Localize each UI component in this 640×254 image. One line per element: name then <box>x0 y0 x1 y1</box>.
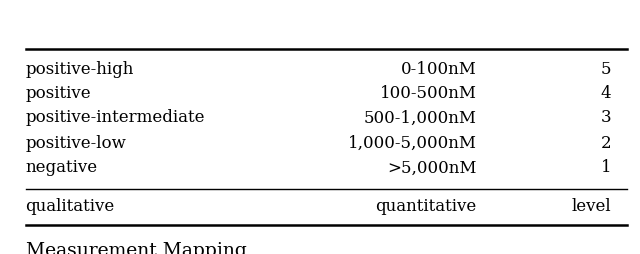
Text: 100-500nM: 100-500nM <box>380 85 477 102</box>
Text: negative: negative <box>26 159 98 176</box>
Text: 2: 2 <box>600 134 611 151</box>
Text: positive-high: positive-high <box>26 61 134 78</box>
Text: Measurement Mapping: Measurement Mapping <box>26 241 246 254</box>
Text: 5: 5 <box>601 61 611 78</box>
Text: 4: 4 <box>600 85 611 102</box>
Text: quantitative: quantitative <box>376 198 477 215</box>
Text: positive-low: positive-low <box>26 134 127 151</box>
Text: positive-intermediate: positive-intermediate <box>26 109 205 126</box>
Text: 500-1,000nM: 500-1,000nM <box>364 109 477 126</box>
Text: qualitative: qualitative <box>26 198 115 215</box>
Text: 3: 3 <box>600 109 611 126</box>
Text: 0-100nM: 0-100nM <box>401 61 477 78</box>
Text: >5,000nM: >5,000nM <box>387 159 477 176</box>
Text: level: level <box>572 198 611 215</box>
Text: positive: positive <box>26 85 92 102</box>
Text: 1: 1 <box>600 159 611 176</box>
Text: 1,000-5,000nM: 1,000-5,000nM <box>348 134 477 151</box>
